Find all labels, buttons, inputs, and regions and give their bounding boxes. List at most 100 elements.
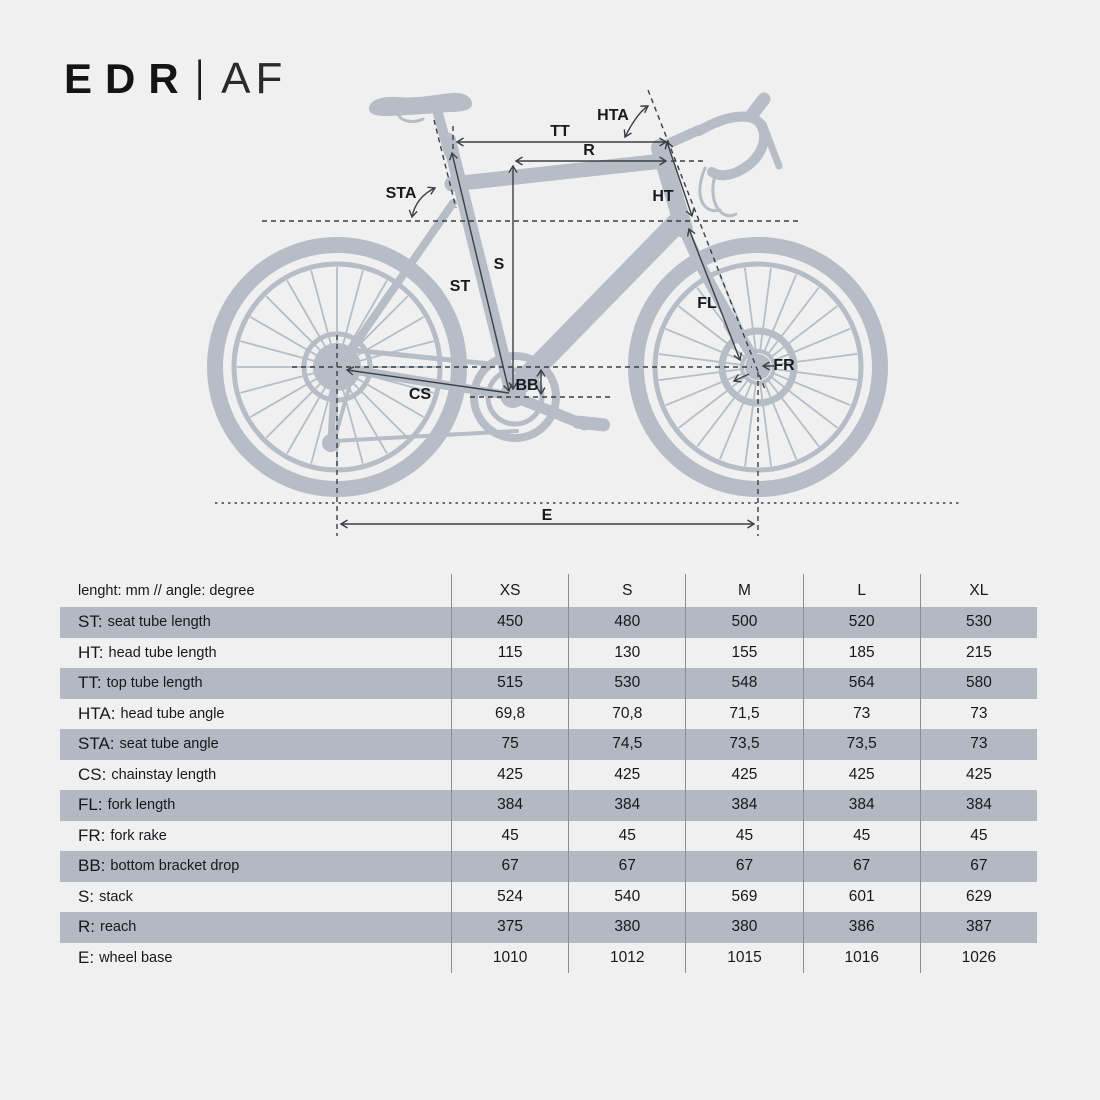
row-label: BB: bottom bracket drop [78, 856, 240, 876]
table-row: S: stack 524 540 569 601 629 [60, 881, 1037, 912]
bike-silhouette [207, 92, 888, 497]
cell: 425 [568, 759, 685, 790]
cell: 73 [919, 698, 1037, 729]
label-fork-rake: FR [773, 357, 795, 374]
seat-tube-arrow [448, 151, 513, 393]
cell: 425 [451, 759, 568, 790]
size-column-header: XL [919, 574, 1037, 607]
cell: 601 [802, 881, 920, 912]
table-units-label: lenght: mm // angle: degree [78, 582, 255, 599]
row-label: ST: seat tube length [78, 612, 211, 632]
cell: 73 [802, 698, 920, 729]
cell: 530 [568, 668, 685, 699]
head-tube-arrow [664, 140, 695, 218]
cell: 569 [685, 881, 802, 912]
size-column-header: XS [451, 574, 568, 607]
cell: 384 [568, 790, 685, 821]
geometry-table: lenght: mm // angle: degree XS S M L XL … [60, 574, 1037, 973]
cell: 75 [451, 729, 568, 760]
cell: 375 [451, 912, 568, 943]
cell: 524 [451, 881, 568, 912]
stem [656, 125, 704, 152]
label-top-tube: TT [550, 123, 570, 140]
cell: 67 [802, 851, 920, 882]
pedal-icon [571, 415, 610, 432]
brand-header: EDR | AF [64, 52, 287, 106]
cell: 73,5 [685, 729, 802, 760]
row-label: R: reach [78, 917, 137, 937]
cell: 1016 [802, 942, 920, 973]
cell: 155 [685, 637, 802, 668]
cell: 67 [568, 851, 685, 882]
cell: 564 [802, 668, 920, 699]
seatstay-tube [338, 199, 457, 367]
cell: 45 [685, 820, 802, 851]
geometry-annotations [215, 89, 960, 536]
label-stack: S [494, 256, 505, 273]
fork-rake-arrow [732, 373, 750, 383]
table-row: STA: seat tube angle 75 74,5 73,5 73,5 73 [60, 729, 1037, 760]
table-header-row: lenght: mm // angle: degree XS S M L XL [60, 574, 1037, 607]
cell: 384 [802, 790, 920, 821]
cell: 1026 [919, 942, 1037, 973]
table-row: CS: chainstay length 425 425 425 425 425 [60, 759, 1037, 790]
label-head-tube: HT [652, 188, 674, 205]
cell: 45 [802, 820, 920, 851]
cell: 215 [919, 637, 1037, 668]
cell: 387 [919, 912, 1037, 943]
cell: 67 [685, 851, 802, 882]
cell: 45 [451, 820, 568, 851]
cell: 520 [802, 607, 920, 638]
cell: 45 [919, 820, 1037, 851]
top-tube [444, 153, 671, 192]
cell: 540 [568, 881, 685, 912]
label-reach: R [583, 142, 595, 159]
table-row: FR: fork rake 45 45 45 45 45 [60, 820, 1037, 851]
cell: 530 [919, 607, 1037, 638]
model-name: AF [221, 54, 288, 103]
cell: 450 [451, 607, 568, 638]
cell: 1010 [451, 942, 568, 973]
diagram-labels: TT R HTA STA HT S ST FL FR BB CS E [386, 107, 796, 524]
row-label: CS: chainstay length [78, 764, 217, 784]
saddle-rails [396, 110, 425, 123]
size-column-header: M [685, 574, 802, 607]
row-label: S: stack [78, 886, 133, 906]
row-label: TT: top tube length [78, 673, 203, 693]
label-seat-angle: STA [386, 185, 417, 202]
table-body: ST: seat tube length 450 480 500 520 530 … [60, 607, 1037, 973]
row-label: E: wheel base [78, 947, 173, 967]
row-label: HT: head tube length [78, 642, 217, 662]
cell: 384 [685, 790, 802, 821]
chain-bottom [331, 386, 519, 444]
cell: 73 [919, 729, 1037, 760]
label-wheelbase: E [542, 507, 553, 524]
cell: 380 [568, 912, 685, 943]
table-row: HT: head tube length 115 130 155 185 215 [60, 637, 1037, 668]
cell: 74,5 [568, 729, 685, 760]
cell: 115 [451, 637, 568, 668]
cell: 69,8 [451, 698, 568, 729]
cable-icon [698, 166, 722, 213]
cable-icon [711, 170, 738, 218]
table-row: BB: bottom bracket drop 67 67 67 67 67 [60, 851, 1037, 882]
seat-angle-arc-arrow [408, 186, 437, 219]
label-bb-drop: BB [515, 377, 538, 394]
cell: 67 [919, 851, 1037, 882]
table-row: ST: seat tube length 450 480 500 520 530 [60, 607, 1037, 638]
cockpit [656, 92, 783, 218]
cell: 515 [451, 668, 568, 699]
label-seat-tube: ST [450, 278, 471, 295]
bike-geometry-diagram: TT R HTA STA HT S ST FL FR BB CS E [207, 89, 960, 536]
cell: 70,8 [568, 698, 685, 729]
rear-derailleur-icon [327, 368, 339, 444]
brake-hood-icon [744, 92, 771, 123]
cell: 73,5 [802, 729, 920, 760]
cell: 480 [568, 607, 685, 638]
label-fork-length: FL [697, 295, 717, 312]
chainstay-arrow [345, 366, 510, 394]
cell: 548 [685, 668, 802, 699]
table-row: HTA: head tube angle 69,8 70,8 71,5 73 73 [60, 698, 1037, 729]
cell: 185 [802, 637, 920, 668]
head-angle-arc-arrow [623, 105, 650, 139]
